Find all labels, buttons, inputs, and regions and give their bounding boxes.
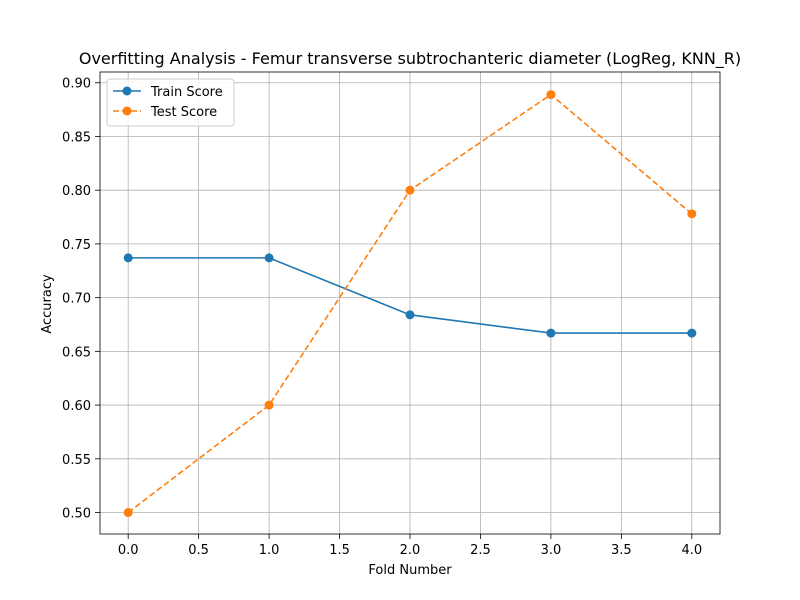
legend-marker <box>122 106 132 116</box>
legend-label: Train Score <box>150 85 223 100</box>
legend: Train Score Test Score <box>106 78 235 127</box>
x-tick-label: 1.5 <box>329 543 350 558</box>
legend-marker <box>122 86 132 96</box>
legend-label: Test Score <box>150 105 217 120</box>
data-point <box>546 90 556 100</box>
x-tick-label: 0.0 <box>118 543 139 558</box>
y-tick-label: 0.90 <box>62 77 91 92</box>
y-tick-label: 0.65 <box>62 345 91 360</box>
x-tick-label: 4.0 <box>681 543 702 558</box>
x-tick-label: 2.5 <box>470 543 491 558</box>
y-tick-label: 0.70 <box>62 292 91 307</box>
data-point <box>546 328 556 338</box>
y-tick-label: 0.50 <box>62 507 91 522</box>
y-axis-label: Accuracy <box>40 274 55 334</box>
x-tick-label: 0.5 <box>188 543 209 558</box>
data-point <box>264 253 274 263</box>
x-tick-label: 3.0 <box>541 543 562 558</box>
data-point <box>405 310 415 320</box>
series-group <box>123 90 697 518</box>
x-tick-label: 2.0 <box>400 543 421 558</box>
data-point <box>687 328 697 338</box>
y-tick-label: 0.80 <box>62 184 91 199</box>
x-tick-label: 3.5 <box>611 543 632 558</box>
y-tick-label: 0.55 <box>62 453 91 468</box>
data-point <box>405 185 415 195</box>
y-ticks: 0.50 0.55 0.60 0.65 0.70 0.75 0.80 0.85 0.90 <box>62 77 100 522</box>
x-ticks: 0.0 0.5 1.0 1.5 2.0 2.5 3.0 3.5 4.0 <box>118 534 702 558</box>
chart-title: Overfitting Analysis - Femur transverse … <box>79 49 741 69</box>
y-tick-label: 0.60 <box>62 399 91 414</box>
data-point <box>264 400 274 410</box>
grid <box>100 72 720 534</box>
x-axis-label: Fold Number <box>368 563 452 578</box>
y-tick-label: 0.85 <box>62 130 91 145</box>
data-point <box>123 508 133 518</box>
data-point <box>687 209 697 219</box>
data-point <box>123 253 133 263</box>
x-tick-label: 1.0 <box>259 543 280 558</box>
y-tick-label: 0.75 <box>62 238 91 253</box>
